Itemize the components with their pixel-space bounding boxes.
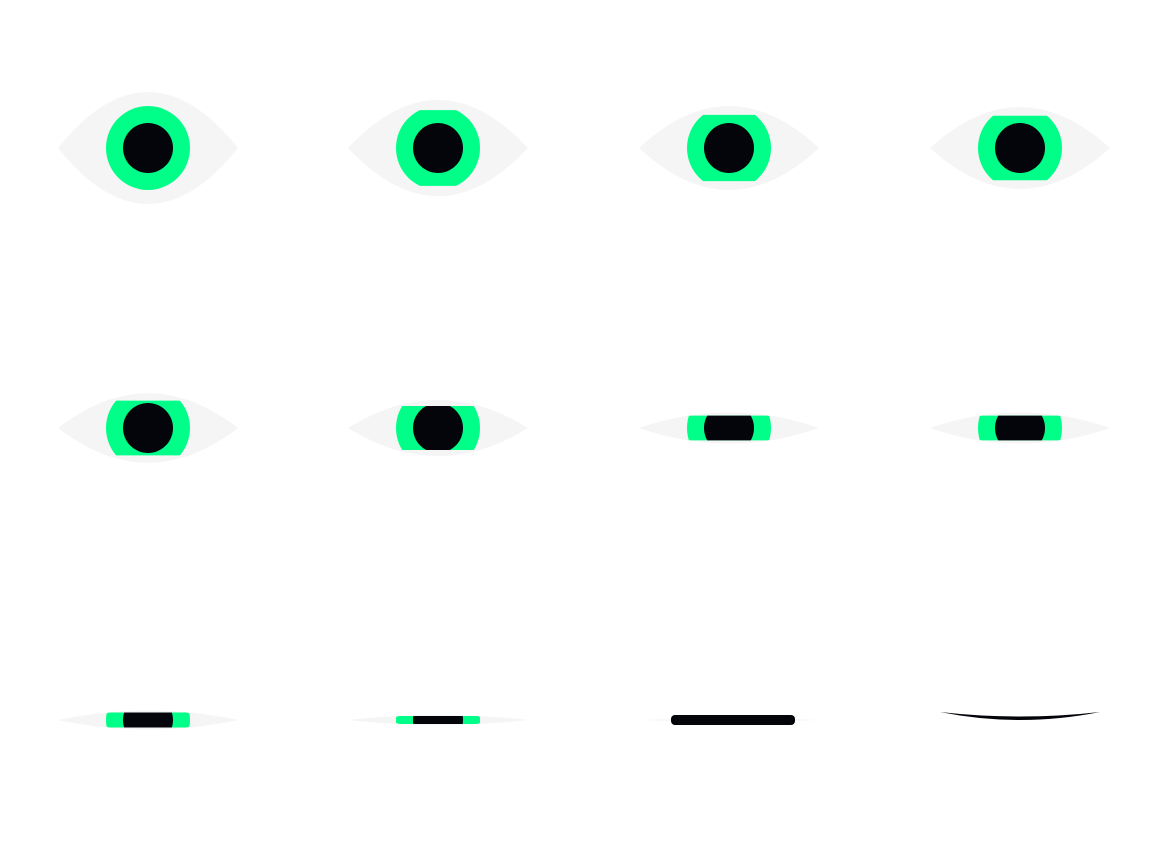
pupil xyxy=(413,405,463,451)
eye-frame-8 xyxy=(930,412,1110,444)
eye-frame-12 xyxy=(940,712,1100,720)
pupil xyxy=(704,123,754,173)
eye-frame-6 xyxy=(348,400,528,456)
pupil xyxy=(123,123,173,173)
eye-frame-5 xyxy=(58,393,238,463)
pupil xyxy=(123,712,173,728)
pupil xyxy=(704,415,754,441)
closed-eyelid xyxy=(940,712,1100,720)
eye-frame-10 xyxy=(348,714,528,726)
eye-frames-grid xyxy=(58,92,1110,730)
eye-frame-9 xyxy=(58,710,238,730)
pupil xyxy=(413,123,463,173)
eye-frame-3 xyxy=(639,106,819,190)
eye-frame-2 xyxy=(348,99,528,197)
eye-frame-1 xyxy=(58,92,238,204)
eye-frame-4 xyxy=(930,107,1110,189)
pupil xyxy=(995,123,1045,173)
eyelid-slit xyxy=(671,715,795,725)
eye-frame-7 xyxy=(639,412,819,444)
pupil xyxy=(413,716,463,724)
eye-frame-11 xyxy=(639,715,819,725)
pupil xyxy=(123,403,173,453)
pupil xyxy=(995,415,1045,441)
